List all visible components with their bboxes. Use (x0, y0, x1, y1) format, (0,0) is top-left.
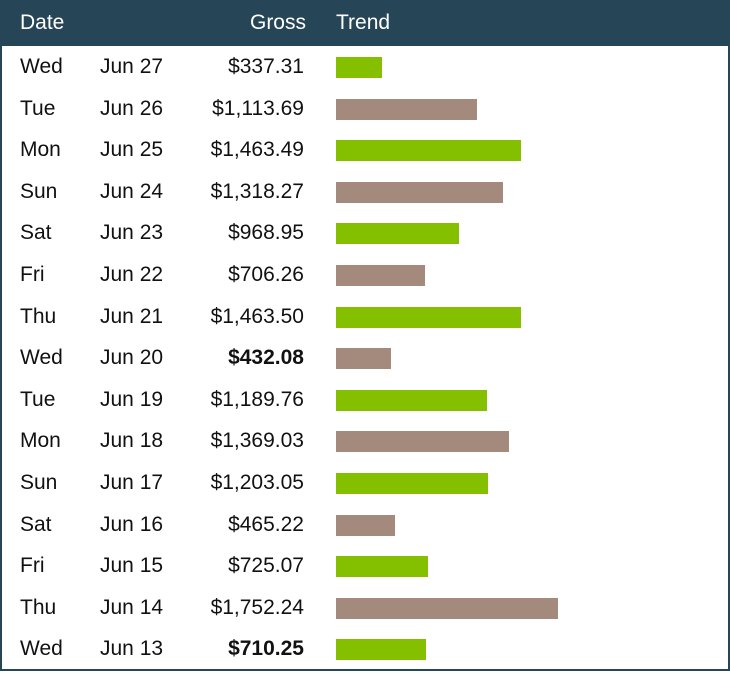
table-row: Wed Jun 20 $432.08 (2, 337, 728, 379)
date-cell: Jun 24 (100, 179, 164, 203)
table-row: Thu Jun 21 $1,463.50 (2, 296, 728, 338)
table-row: Wed Jun 13 $710.25 (2, 628, 728, 670)
trend-bar (336, 348, 391, 370)
date-cell: Jun 22 (100, 262, 164, 286)
date-cell: Jun 16 (100, 512, 164, 536)
day-cell: Sun (20, 179, 58, 203)
gross-cell: $1,318.27 (210, 179, 304, 203)
date-cell: Jun 25 (100, 138, 164, 162)
date-cell: Jun 27 (100, 55, 164, 78)
day-cell: Wed (20, 637, 63, 661)
gross-cell: $432.08 (228, 346, 304, 370)
table-row: Sun Jun 24 $1,318.27 (2, 171, 728, 213)
day-cell: Thu (20, 595, 57, 619)
day-cell: Thu (20, 304, 57, 328)
day-cell: Mon (20, 138, 61, 162)
day-cell: Fri (20, 262, 45, 286)
date-cell: Jun 20 (100, 346, 164, 370)
trend-bar (336, 514, 395, 536)
trend-bar (336, 98, 478, 120)
day-cell: Fri (20, 554, 45, 578)
gross-cell: $1,463.49 (210, 138, 304, 162)
table-row: Thu Jun 14 $1,752.24 (2, 587, 728, 629)
trend-bar (336, 389, 487, 411)
table-row: Mon Jun 18 $1,369.03 (2, 420, 728, 462)
gross-cell: $1,113.69 (212, 96, 304, 120)
column-header-trend[interactable]: Trend (336, 11, 391, 34)
trend-bar (336, 431, 510, 453)
date-cell: Jun 19 (100, 387, 164, 411)
table-row: Fri Jun 22 $706.26 (2, 254, 728, 296)
day-cell: Sat (20, 512, 52, 536)
trend-bar (336, 472, 489, 494)
day-cell: Tue (20, 387, 56, 411)
table-header: Date Gross Trend (2, 0, 728, 46)
day-cell: Wed (20, 55, 63, 78)
date-cell: Jun 17 (100, 470, 164, 494)
date-cell: Jun 14 (100, 595, 164, 619)
date-cell: Jun 26 (100, 96, 164, 120)
day-cell: Sun (20, 470, 58, 494)
table-row: Fri Jun 15 $725.07 (2, 545, 728, 587)
gross-cell: $968.95 (228, 221, 304, 245)
day-cell: Sat (20, 221, 52, 245)
table-row: Sat Jun 16 $465.22 (2, 504, 728, 546)
trend-bar (336, 597, 558, 619)
gross-cell: $1,203.05 (210, 470, 304, 494)
date-cell: Jun 13 (100, 637, 164, 661)
gross-cell: $465.22 (228, 512, 304, 536)
table-row: Tue Jun 19 $1,189.76 (2, 379, 728, 421)
date-cell: Jun 21 (100, 304, 164, 328)
gross-cell: $710.25 (228, 637, 304, 661)
date-cell: Jun 18 (100, 429, 164, 453)
trend-bar (336, 140, 522, 162)
trend-bar (336, 57, 382, 78)
table-row: Wed Jun 27 $337.31 (2, 46, 728, 88)
trend-bar (336, 181, 504, 203)
day-cell: Mon (20, 429, 61, 453)
table-row: Sat Jun 23 $968.95 (2, 212, 728, 254)
date-cell: Jun 23 (100, 221, 164, 245)
gross-cell: $1,463.50 (210, 304, 304, 328)
gross-cell: $1,752.24 (210, 595, 304, 619)
gross-cell: $337.31 (228, 55, 304, 78)
day-cell: Wed (20, 346, 63, 370)
day-cell: Tue (20, 96, 56, 120)
table-body: Wed Jun 27 $337.31 Tue Jun 26 $1,113.69 … (2, 46, 728, 670)
table-row: Sun Jun 17 $1,203.05 (2, 462, 728, 504)
table-row: Mon Jun 25 $1,463.49 (2, 129, 728, 171)
trend-bar (336, 639, 426, 661)
date-cell: Jun 15 (100, 554, 164, 578)
column-header-gross[interactable]: Gross (249, 11, 306, 34)
gross-cell: $706.26 (228, 262, 304, 286)
trend-bar (336, 306, 522, 328)
trend-bar (336, 264, 426, 286)
gross-cell: $1,369.03 (210, 429, 304, 453)
trend-bar (336, 556, 428, 578)
gross-cell: $1,189.76 (210, 387, 304, 411)
column-header-date[interactable]: Date (20, 11, 65, 34)
gross-cell: $725.07 (228, 554, 304, 578)
table-row: Tue Jun 26 $1,113.69 (2, 88, 728, 130)
trend-bar (336, 223, 459, 245)
